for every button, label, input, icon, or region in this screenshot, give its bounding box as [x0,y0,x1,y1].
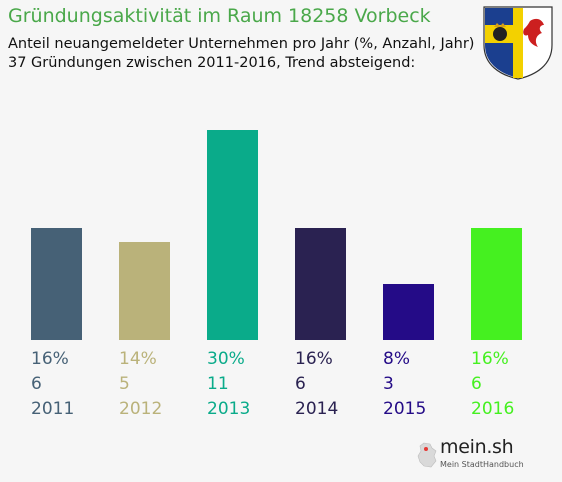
year-label-2016: 2016 [471,399,514,419]
count-label-2011: 6 [31,374,42,394]
germany-map-icon [417,442,437,468]
percent-label-2016: 16% [471,349,509,369]
count-label-2015: 3 [383,374,394,394]
count-label-2014: 6 [295,374,306,394]
chart-title: Gründungsaktivität im Raum 18258 Vorbeck [8,5,431,27]
chart-subtitle: Anteil neuangemeldeter Unternehmen pro J… [8,35,474,73]
count-label-2012: 5 [119,374,130,394]
bar-2012 [119,242,170,340]
subtitle-line-2: 37 Gründungen zwischen 2011-2016, Trend … [8,55,416,71]
logo-subtext: Mein StadtHandbuch [440,460,524,469]
year-label-2014: 2014 [295,399,338,419]
bar-2015 [383,284,434,340]
year-label-2012: 2012 [119,399,162,419]
percent-label-2012: 14% [119,349,157,369]
coat-of-arms-icon [480,3,556,81]
logo-text: mein.sh [440,436,514,458]
bar-2011 [31,228,82,340]
count-label-2013: 11 [207,374,229,394]
year-label-2015: 2015 [383,399,426,419]
year-label-2011: 2011 [31,399,74,419]
percent-label-2015: 8% [383,349,410,369]
year-label-2013: 2013 [207,399,250,419]
subtitle-line-1: Anteil neuangemeldeter Unternehmen pro J… [8,36,475,52]
mein-sh-logo[interactable]: mein.sh Mein StadtHandbuch [416,436,526,474]
bar-2016 [471,228,522,340]
percent-label-2011: 16% [31,349,69,369]
percent-label-2013: 30% [207,349,245,369]
bar-2013 [207,130,258,340]
count-label-2016: 6 [471,374,482,394]
percent-label-2014: 16% [295,349,333,369]
bar-2014 [295,228,346,340]
